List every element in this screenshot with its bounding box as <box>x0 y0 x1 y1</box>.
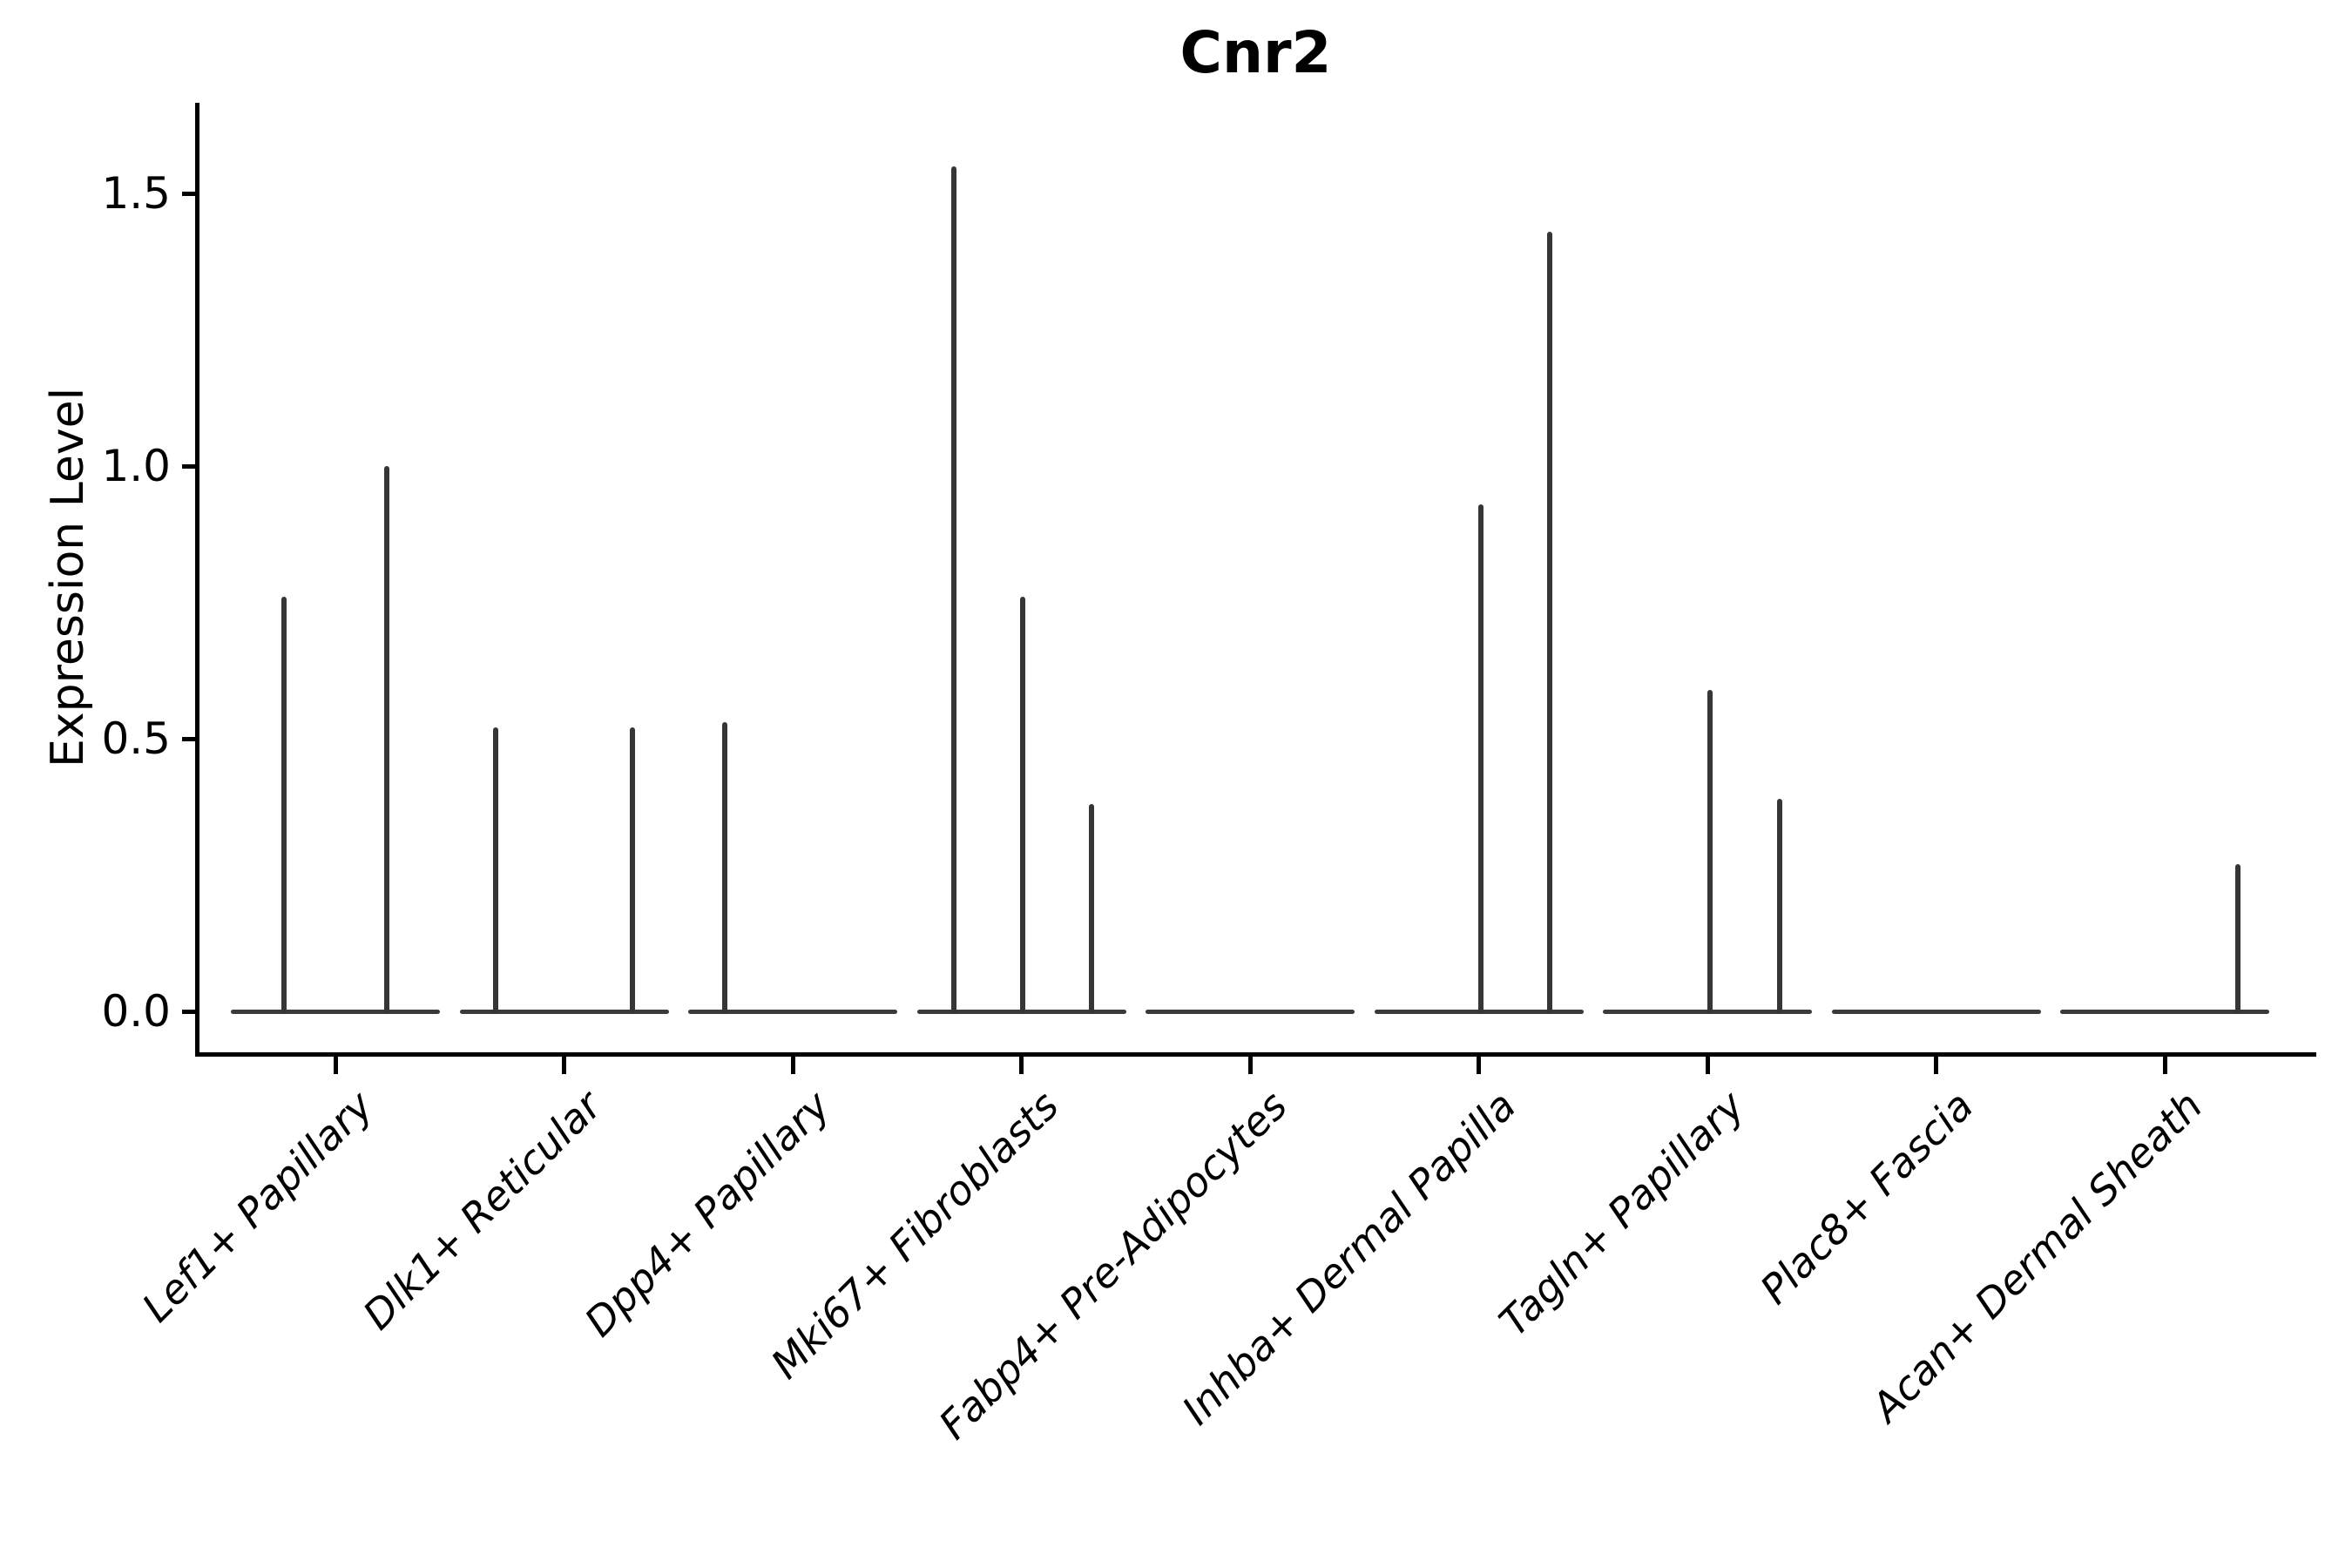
x-axis-tick-label: Plac8+ Fascia <box>1751 1082 1983 1314</box>
y-axis-tick <box>182 736 198 741</box>
x-axis-tick-label: Lef1+ Papillary <box>132 1082 382 1331</box>
x-axis-tick <box>1934 1055 1938 1074</box>
violin-baseline <box>2060 1009 2269 1014</box>
x-axis-tick <box>562 1055 566 1074</box>
violin-spike <box>2235 863 2240 1013</box>
violin-baseline <box>459 1009 669 1014</box>
violin-baseline <box>688 1009 897 1014</box>
violin-spike <box>1546 231 1552 1013</box>
violin-baseline <box>1146 1009 1355 1014</box>
violin-baseline <box>231 1009 440 1014</box>
violin-baseline <box>1831 1009 2041 1014</box>
y-axis-tick-label: 1.0 <box>101 441 171 491</box>
violin-spike <box>1707 689 1713 1013</box>
violin-spike <box>722 722 727 1013</box>
x-axis-tick <box>333 1055 338 1074</box>
violin-spike <box>1019 597 1025 1013</box>
violin-spike <box>1477 504 1484 1013</box>
y-axis-tick-label: 0.0 <box>101 986 171 1037</box>
x-axis-tick-label: Dlk1+ Reticular <box>354 1082 611 1339</box>
x-axis-tick <box>2162 1055 2167 1074</box>
y-axis-tick <box>182 191 198 196</box>
x-axis-tick <box>1705 1055 1710 1074</box>
x-axis-tick-label: Tagln+ Papillary <box>1490 1082 1754 1346</box>
y-axis-tick <box>182 1009 198 1014</box>
x-axis-tick-label: Dpp4+ Papillary <box>575 1082 840 1346</box>
y-axis-spine <box>195 103 199 1057</box>
violin-spike <box>492 727 498 1013</box>
violin-spike <box>950 166 956 1013</box>
x-axis-tick <box>790 1055 795 1074</box>
plot-title: Cnr2 <box>1179 19 1332 86</box>
y-axis-tick <box>182 463 198 469</box>
violin-spike <box>629 727 635 1013</box>
violin-spike <box>384 466 389 1013</box>
x-axis-tick <box>1247 1055 1253 1074</box>
violin-spike <box>1777 798 1782 1013</box>
violin-spike <box>1088 804 1094 1013</box>
x-axis-tick <box>1019 1055 1024 1074</box>
y-axis-tick-label: 0.5 <box>101 713 171 764</box>
y-axis-tick-label: 1.5 <box>101 168 171 219</box>
x-axis-spine <box>195 1052 2316 1057</box>
violin-spike <box>281 597 287 1013</box>
x-axis-tick <box>1477 1055 1481 1074</box>
